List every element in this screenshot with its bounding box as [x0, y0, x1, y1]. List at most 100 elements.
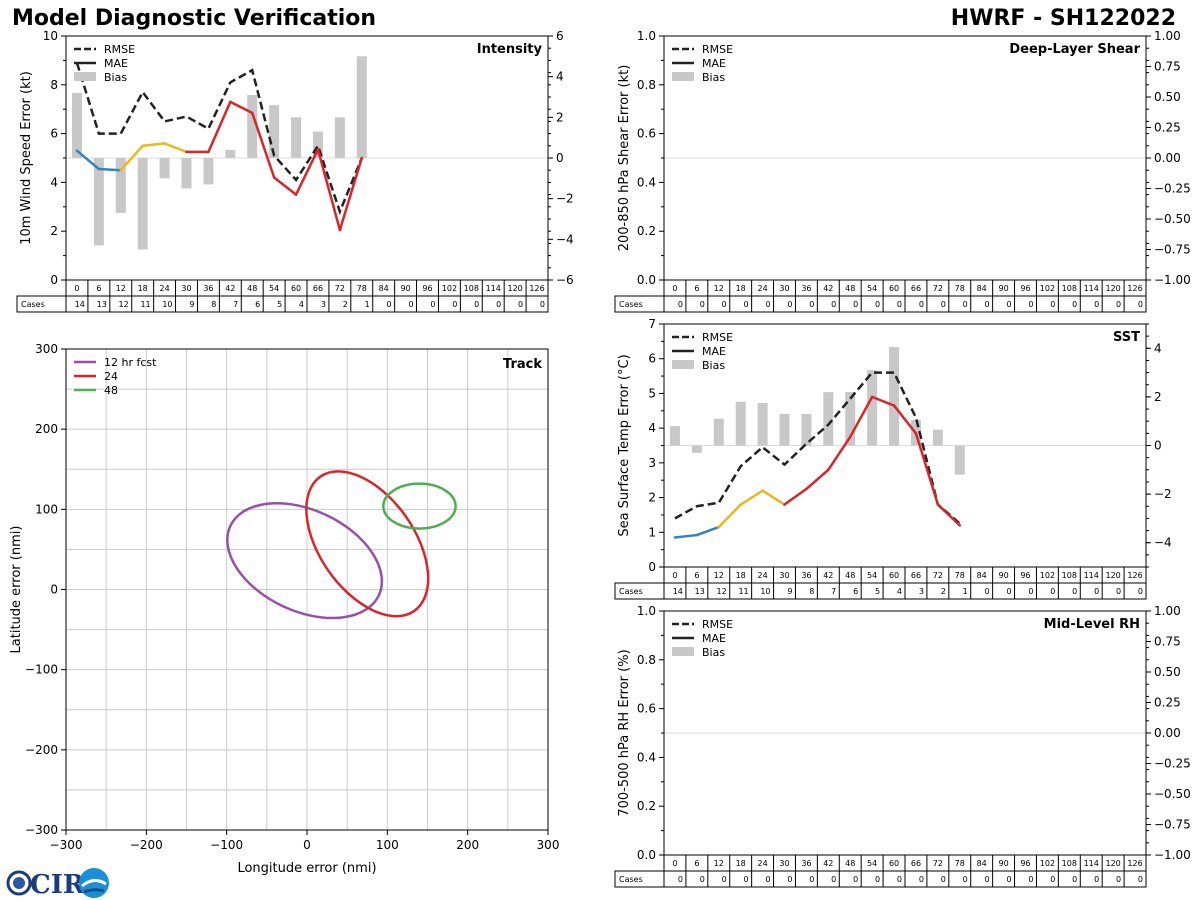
sst-hour-label: 102: [1040, 571, 1055, 580]
sst-ytick-label: 7: [648, 317, 656, 331]
sst-hour-label: 126: [1127, 571, 1142, 580]
storm-id: HWRF - SH122022: [950, 6, 1176, 31]
sst-title: SST: [1113, 330, 1140, 345]
sst-rmse-line: [674, 371, 961, 525]
intensity-hour-label: 108: [464, 284, 479, 293]
sst-bias-bar: [779, 413, 790, 446]
track-xtick-label: −100: [210, 838, 243, 852]
track-ellipse-24h: [305, 470, 430, 618]
intensity-bias-bar: [269, 105, 280, 158]
track-ytick-label: 100: [35, 502, 58, 516]
intensity-case-count: 3: [321, 300, 326, 309]
shear-legend-bias: Bias: [702, 71, 725, 84]
track-ellipse-48h: [382, 482, 457, 530]
intensity-y2tick-label: −2: [556, 192, 574, 206]
shear-hour-label: 0: [672, 284, 677, 293]
intensity-case-count: 14: [75, 300, 85, 309]
shear-ytick-label: 1.0: [637, 29, 656, 43]
intensity-hour-label: 126: [529, 284, 544, 293]
shear-hour-label: 30: [779, 284, 789, 293]
shear-legend-rmse: RMSE: [702, 43, 733, 56]
sst-case-count: 9: [787, 587, 792, 596]
shear-case-count: 0: [700, 300, 705, 309]
rh-ylabel: 700-500 hPa RH Error (%): [617, 649, 632, 816]
sst-mae-segment: [827, 435, 852, 472]
rh-case-count: 0: [1138, 875, 1143, 884]
intensity-bias-bar: [203, 158, 214, 185]
sst-bias-bar: [889, 347, 900, 446]
sst-hour-label: 108: [1062, 571, 1077, 580]
intensity-hour-label: 102: [442, 284, 457, 293]
page-title: Model Diagnostic Verification: [12, 6, 377, 31]
intensity-ytick-label: 2: [50, 224, 58, 238]
rh-hour-label: 24: [757, 859, 767, 868]
rh-y2tick-label: 1.00: [1154, 604, 1181, 618]
shear-case-count: 0: [678, 300, 683, 309]
intensity-bias-bar: [71, 92, 82, 158]
sst-ytick-label: 0: [648, 560, 656, 574]
rh-hour-label: 36: [801, 859, 811, 868]
rh-case-count: 0: [1050, 875, 1055, 884]
intensity-hour-label: 0: [74, 284, 79, 293]
rh-ytick-label: 0.8: [637, 653, 656, 667]
track-ytick-label: −300: [25, 823, 58, 837]
rh-case-count: 0: [875, 875, 880, 884]
sst-hour-label: 120: [1105, 571, 1120, 580]
intensity-y2tick-label: 0: [556, 151, 564, 165]
sst-hour-label: 54: [867, 571, 877, 580]
track-xtick-label: 100: [376, 838, 399, 852]
track-ylabel: Latitude error (nmi): [9, 526, 24, 654]
intensity-cases-row: [16, 295, 549, 313]
intensity-case-count: 4: [299, 300, 304, 309]
rh-case-count: 0: [897, 875, 902, 884]
rh-legend-bias: Bias: [702, 646, 725, 659]
sst-bias-bar: [845, 392, 856, 446]
track-xtick-label: 0: [303, 838, 311, 852]
sst-case-count: 0: [1094, 587, 1099, 596]
shear-cases-label: Cases: [619, 300, 643, 309]
intensity-hour-label: 36: [203, 284, 213, 293]
intensity-ytick-label: 10: [43, 29, 58, 43]
intensity-hour-label: 78: [357, 284, 367, 293]
sst-hour-label: 12: [714, 571, 724, 580]
shear-case-count: 0: [765, 300, 770, 309]
track-xtick-label: 300: [537, 838, 560, 852]
rh-hour-label: 6: [694, 859, 699, 868]
rh-hour-label: 126: [1127, 859, 1142, 868]
cira-logo: CIRA: [6, 868, 109, 900]
sst-mae-segment: [695, 525, 721, 537]
sst-case-count: 12: [717, 587, 727, 596]
intensity-y2tick-label: −6: [556, 273, 574, 287]
shear-hour-label: 96: [1020, 284, 1030, 293]
sst-ytick-label: 2: [648, 491, 656, 505]
rh-ytick-label: 0.0: [637, 848, 656, 862]
shear-hour-label: 48: [845, 284, 855, 293]
rh-cases-row: [614, 870, 1147, 888]
intensity-hour-label: 96: [422, 284, 432, 293]
intensity-y2tick-label: 4: [556, 70, 564, 84]
rh-case-count: 0: [919, 875, 924, 884]
sst-mae-segment: [783, 487, 808, 506]
shear-legend-bias-swatch: [672, 72, 694, 81]
intensity-case-count: 7: [233, 300, 238, 309]
track-ytick-label: 200: [35, 422, 58, 436]
rh-cases-label: Cases: [619, 875, 643, 884]
sst-bias-bar: [932, 429, 943, 446]
sst-case-count: 0: [985, 587, 990, 596]
sst-mae-segment: [673, 533, 699, 539]
shear-case-count: 0: [809, 300, 814, 309]
intensity-hour-label: 30: [181, 284, 191, 293]
intensity-mae-segment: [250, 111, 276, 179]
rh-case-count: 0: [1094, 875, 1099, 884]
shear-case-count: 0: [722, 300, 727, 309]
sst-case-count: 0: [1028, 587, 1033, 596]
rh-ytick-label: 1.0: [637, 604, 656, 618]
shear-case-count: 0: [1094, 300, 1099, 309]
shear-ytick-label: 0.8: [637, 78, 656, 92]
track-ellipse-12h: [226, 501, 384, 620]
rh-hour-label: 96: [1020, 859, 1030, 868]
rh-hour-label: 108: [1062, 859, 1077, 868]
sst-hour-label: 90: [998, 571, 1008, 580]
shear-hour-label: 84: [977, 284, 987, 293]
